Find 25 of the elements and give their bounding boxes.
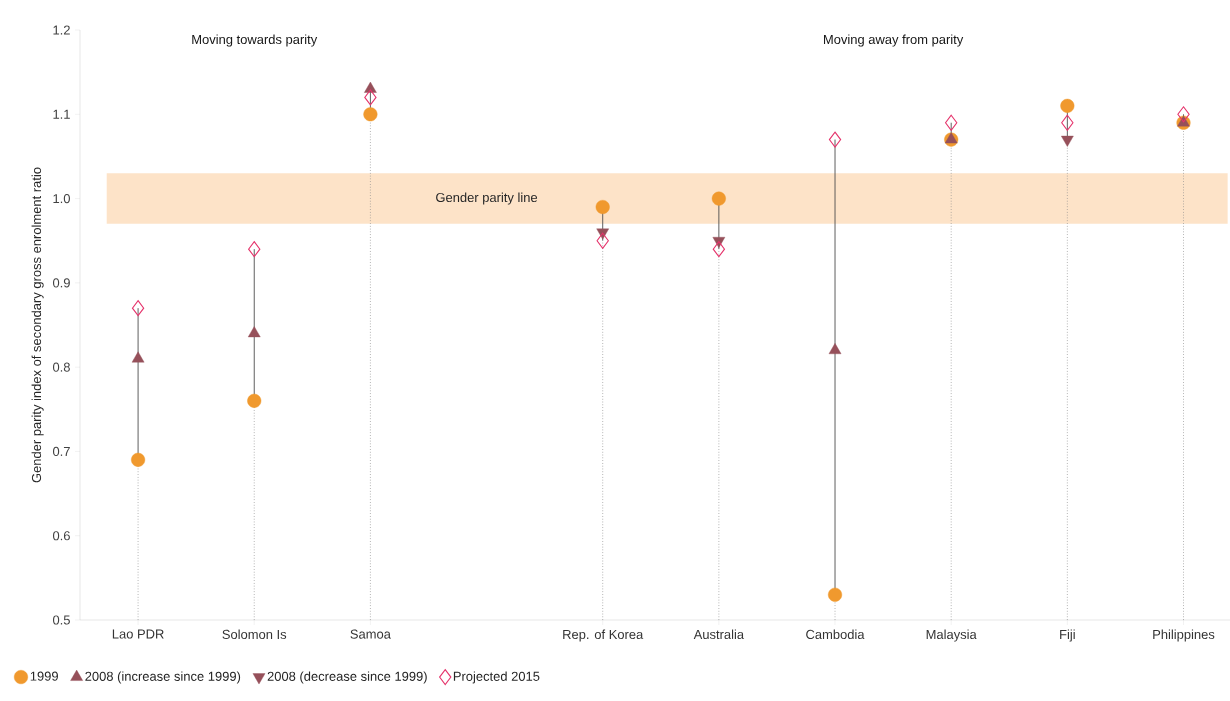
y-tick-label: 0.8 (52, 362, 70, 372)
legend-label: Projected 2015 (453, 671, 540, 684)
y-tick-label: 0.7 (52, 446, 70, 457)
x-tick-label: Cambodia (806, 629, 865, 640)
y-tick-label: 1.1 (53, 109, 70, 119)
y-tick-label: 0.5 (52, 615, 70, 625)
legend-label: 2008 (increase since 1999) (85, 671, 241, 684)
y-tick-label: 0.9 (52, 278, 70, 288)
band-label: Gender parity line (436, 192, 538, 205)
x-tick-label: Solomon Is (222, 629, 287, 640)
y-tick-label: 1.0 (53, 193, 70, 204)
x-tick-label: Samoa (350, 629, 391, 639)
legend-label: 2008 (decrease since 1999) (267, 671, 427, 684)
annotation: Moving away from parity (823, 34, 964, 47)
x-tick-label: Malaysia (926, 629, 977, 642)
legend-label: 1999 (30, 671, 58, 681)
x-tick-label: Rep. of Korea (563, 629, 644, 642)
y-tick-label: 0.6 (52, 531, 70, 541)
x-tick-label: Australia (693, 629, 745, 640)
x-tick-label: Philippines (1153, 629, 1215, 642)
y-tick-label: 1.2 (53, 25, 70, 35)
x-tick-label: Fiji (1060, 629, 1075, 642)
annotation: Moving towards parity (192, 34, 318, 47)
y-axis-title: Gender parity index of secondary gross enrolment ratio (31, 167, 44, 483)
x-tick-label: Lao PDR (112, 629, 164, 639)
